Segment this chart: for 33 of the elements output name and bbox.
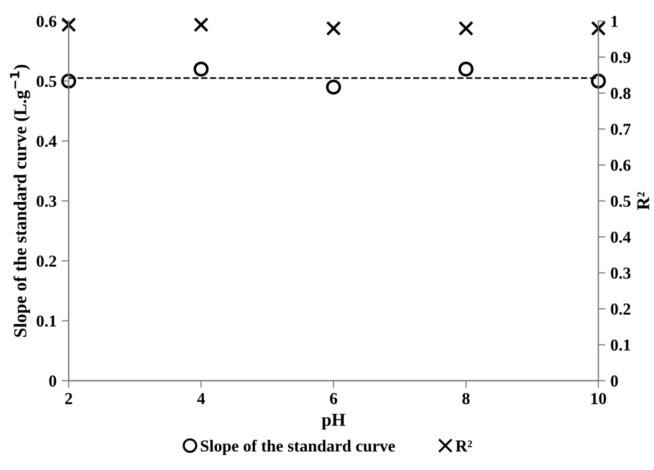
y2-tick-label: 0.9 [610, 52, 630, 64]
point [590, 74, 606, 89]
y2-axis-title: R² [637, 192, 650, 210]
x-tick-label: 4 [197, 393, 205, 404]
x-axis-title: pH [322, 414, 346, 430]
y-tick-label: 0.4 [36, 136, 57, 148]
point [61, 74, 76, 89]
y-tick-label: 0.6 [36, 16, 56, 28]
y2-tick-label: 0.1 [610, 339, 630, 351]
y2-tick-label: 1 [612, 16, 618, 27]
y-axis-title: Slope of the standard curve (L.g$^{−1}$) [10, 64, 30, 337]
y2-tick-label: 0 [610, 375, 618, 387]
y-tick-label: 0.1 [36, 315, 56, 327]
x-tick-label: 8 [462, 392, 470, 404]
y2-tick-label: 0.6 [610, 160, 631, 171]
point [326, 80, 342, 95]
y-tick-label: 0 [49, 375, 56, 387]
y2-tick-label: 0.2 [610, 303, 630, 315]
legend-label: R² [456, 440, 472, 452]
y2-tick-label: 0.7 [610, 124, 631, 136]
x-tick-label: 6 [330, 393, 338, 404]
point [194, 62, 209, 77]
legend-label: Slope of the standard curve [200, 440, 395, 455]
y-tick-label: 0.2 [36, 256, 56, 267]
y2-tick-label: 0.3 [610, 268, 630, 279]
y2-tick-label: 0.5 [610, 196, 630, 207]
x-tick-label: 10 [591, 392, 606, 404]
y-tick-label: 0.5 [36, 76, 56, 88]
y2-tick-label: 0.8 [610, 88, 630, 100]
x-tick-label: 2 [65, 393, 72, 404]
y2-tick-label: 0.4 [610, 232, 631, 243]
y-tick-label: 0.3 [36, 196, 56, 207]
point [458, 62, 474, 77]
